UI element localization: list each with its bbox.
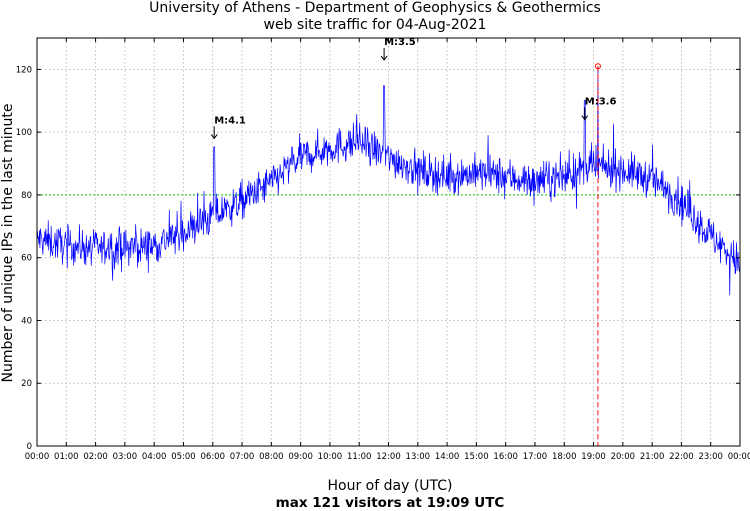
max-marker-point (594, 63, 601, 70)
x-tick-label: 09:00 (288, 452, 313, 462)
x-tick-label: 13:00 (406, 452, 431, 462)
x-tick-label: 22:00 (669, 452, 694, 462)
y-axis-label: Number of unique IPs in the last minute (0, 104, 16, 383)
y-tick-label: 60 (21, 254, 32, 264)
x-tick-label: 00:00 (25, 452, 50, 462)
x-tick-label: 06:00 (201, 452, 226, 462)
x-axis-label: Hour of day (UTC) (328, 478, 453, 494)
annotation-arrow-head (581, 115, 589, 121)
x-tick-label: 20:00 (611, 452, 636, 462)
chart-subtitle: web site traffic for 04-Aug-2021 (264, 17, 487, 33)
y-tick-label: 40 (21, 316, 32, 326)
earthquake-annotation-label: M:3.5 (384, 37, 416, 48)
x-tick-label: 15:00 (464, 452, 489, 462)
y-axis-ticks: 0 20 40 60 80 100 120 (16, 65, 740, 452)
x-tick-label: 14:00 (435, 452, 460, 462)
x-tick-label: 00:00 (728, 452, 750, 462)
x-tick-label: 04:00 (142, 452, 167, 462)
max-visitors-caption: max 121 visitors at 19:09 UTC (276, 495, 505, 511)
max-marker-layer (594, 63, 601, 446)
series-layer (36, 66, 741, 296)
x-tick-label: 17:00 (523, 452, 548, 462)
x-tick-label: 12:00 (376, 452, 401, 462)
x-tick-label: 02:00 (83, 452, 108, 462)
x-tick-label: 16:00 (493, 452, 518, 462)
y-tick-label: 80 (21, 191, 32, 201)
y-tick-label: 20 (21, 379, 32, 389)
x-tick-label: 18:00 (552, 452, 577, 462)
y-tick-label: 120 (16, 65, 32, 75)
chart-title: University of Athens - Department of Geo… (149, 0, 601, 16)
earthquake-annotation-label: M:3.6 (585, 97, 617, 108)
annotation-arrow-head (210, 134, 218, 140)
x-tick-label: 10:00 (318, 452, 343, 462)
x-tick-label: 21:00 (640, 452, 665, 462)
x-tick-label: 19:00 (581, 452, 606, 462)
x-axis-ticks: 00:00 01:00 02:00 03:00 04:00 05:00 06:00 07:00… (25, 38, 750, 462)
y-tick-label: 0 (27, 442, 32, 452)
earthquake-annotation-label: M:4.1 (214, 115, 246, 126)
traffic-series-line (36, 66, 741, 296)
x-tick-label: 07:00 (230, 452, 255, 462)
x-tick-label: 05:00 (171, 452, 196, 462)
annotation-layer: M:4.1 M:3.5 M:3.6 (210, 37, 617, 140)
x-tick-label: 23:00 (698, 452, 723, 462)
x-tick-label: 03:00 (113, 452, 138, 462)
x-tick-label: 08:00 (259, 452, 284, 462)
x-tick-label: 11:00 (347, 452, 372, 462)
y-tick-label: 100 (16, 128, 32, 138)
grid-lines (37, 38, 740, 446)
x-tick-label: 01:00 (54, 452, 79, 462)
annotation-arrow-head (380, 55, 388, 61)
